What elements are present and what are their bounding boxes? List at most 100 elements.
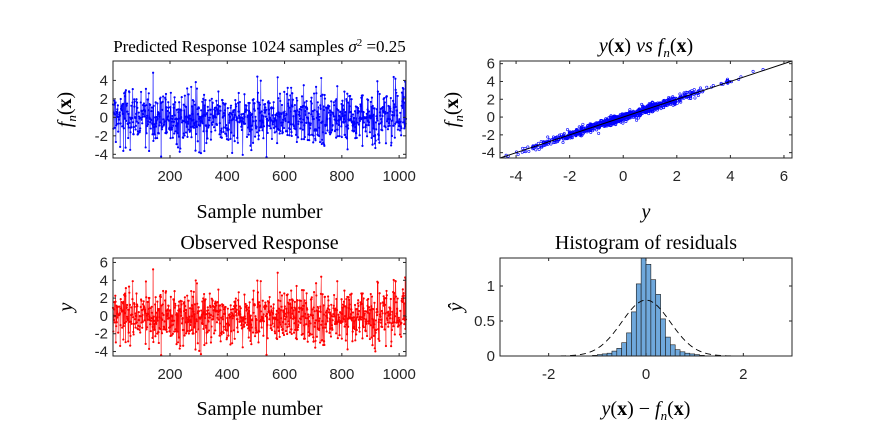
- p1-sample-point: [305, 121, 308, 125]
- p3-sample-point: [265, 305, 268, 308]
- p1-sample-point: [270, 137, 274, 141]
- p1-sample-point: [265, 108, 268, 111]
- p3-sample-point: [206, 331, 209, 334]
- p1-sample-point: [338, 114, 341, 117]
- p3-sample-point: [261, 299, 264, 302]
- p3-sample-point: [291, 312, 294, 315]
- p3-sample-point: [285, 307, 288, 310]
- p1-sample-point: [176, 146, 180, 149]
- p3-sample-point: [401, 300, 404, 304]
- p3-sample-point: [290, 306, 294, 309]
- p1-sample-point: [169, 106, 172, 109]
- p3-sample-point: [389, 297, 392, 301]
- p3-sample-point: [266, 337, 269, 340]
- p1-sample-point: [137, 132, 140, 135]
- p3-sample-point: [359, 301, 362, 304]
- p1-sample-point: [118, 111, 121, 114]
- p3-sample-point: [359, 318, 363, 321]
- p3-sample-point: [166, 308, 169, 311]
- p3-sample-point: [233, 304, 236, 308]
- p3-sample-point: [141, 303, 145, 306]
- p3-sample-point: [365, 334, 369, 338]
- p1-sample-point: [256, 75, 259, 78]
- p3-sample-point: [299, 318, 302, 321]
- p3-sample-point: [297, 323, 300, 327]
- p3-sample-point: [368, 320, 371, 323]
- p3-sample-point: [280, 294, 284, 297]
- p3-sample-point: [362, 326, 365, 329]
- p1-sample-point: [188, 114, 192, 117]
- p3-sample-point: [318, 317, 321, 320]
- p1-sample-point: [174, 130, 177, 133]
- p3-sample-point: [176, 330, 179, 333]
- p3-sample-point: [312, 306, 315, 309]
- p1-sample-point: [236, 141, 239, 144]
- p1-sample-point: [129, 148, 132, 151]
- p1-sample-point: [172, 120, 176, 123]
- p1-sample-point: [361, 117, 364, 120]
- p3-sample-point: [371, 308, 375, 311]
- p1-sample-point: [278, 92, 282, 95]
- p1-sample-point: [190, 136, 193, 139]
- p3-sample-point: [330, 324, 333, 327]
- p1-sample-point: [164, 98, 167, 101]
- p3-sample-point: [353, 325, 356, 328]
- p1-sample-point: [207, 124, 211, 127]
- p3-sample-point: [250, 326, 253, 329]
- p1-sample-point: [400, 127, 403, 130]
- p3-sample-point: [190, 315, 193, 318]
- p4-histogram-bar: [660, 318, 666, 357]
- p3-sample-point: [402, 294, 405, 297]
- p3-sample-point: [199, 353, 203, 356]
- p3-sample-point: [219, 340, 222, 343]
- p1-sample-point: [170, 120, 174, 123]
- p3-sample-point: [205, 342, 208, 345]
- p2-xtick-label: 0: [619, 168, 627, 185]
- p1-sample-point: [388, 122, 391, 125]
- p3-sample-point: [164, 299, 167, 302]
- p3-sample-point: [234, 297, 237, 300]
- p1-sample-point: [274, 125, 278, 128]
- p1-sample-point: [241, 153, 244, 156]
- p3-sample-point: [312, 336, 315, 339]
- p3-sample-point: [229, 315, 232, 318]
- p3-sample-point: [121, 309, 124, 312]
- p3-sample-point: [147, 307, 150, 311]
- p1-sample-point: [305, 99, 308, 103]
- p1-sample-point: [403, 127, 406, 130]
- p1-sample-point: [384, 142, 388, 145]
- p2-scatter-point: [559, 133, 563, 137]
- p1-sample-point: [227, 138, 230, 142]
- p1-sample-point: [330, 100, 333, 103]
- p3-xtick-label: 1000: [382, 366, 415, 383]
- p1-sample-point: [396, 94, 399, 98]
- p2-scatter-point: [662, 98, 666, 102]
- p1-sample-point: [341, 99, 344, 102]
- p1-sample-point: [121, 112, 124, 115]
- p3-sample-point: [226, 329, 229, 332]
- p2-scatter-point: [579, 132, 583, 136]
- p3-sample-point: [267, 310, 271, 313]
- p3-sample-point: [286, 293, 289, 296]
- p2-scatter-point: [602, 119, 606, 123]
- p3-sample-point: [396, 307, 399, 310]
- p3-sample-point: [279, 299, 282, 303]
- p1-sample-point: [258, 111, 262, 114]
- p3-sample-point: [314, 346, 317, 349]
- p3-sample-point: [168, 325, 172, 329]
- p3-sample-point: [302, 304, 305, 307]
- p3-sample-point: [213, 306, 216, 309]
- p1-sample-point: [145, 124, 149, 128]
- p3-sample-point: [126, 318, 129, 322]
- p3-sample-point: [245, 304, 248, 307]
- p1-sample-point: [336, 135, 339, 138]
- p1-sample-point: [337, 109, 340, 112]
- p3-sample-point: [146, 318, 150, 321]
- p1-sample-point: [314, 85, 318, 88]
- p1-sample-point: [189, 117, 192, 120]
- p1-sample-point: [319, 107, 322, 110]
- p3-sample-point: [262, 320, 266, 323]
- p1-sample-point: [133, 105, 136, 108]
- p3-sample-point: [293, 300, 296, 304]
- p1-sample-point: [323, 97, 327, 100]
